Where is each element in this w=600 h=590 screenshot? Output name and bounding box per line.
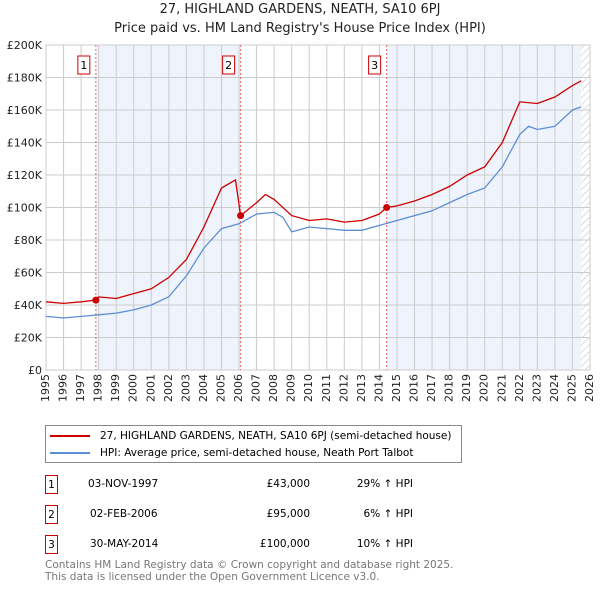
y-tick-label: £0 [28,364,42,377]
y-tick-label: £200K [7,39,43,52]
sale-date: 03-NOV-1997 [88,478,159,490]
sale-date: 30-MAY-2014 [90,538,159,550]
sale-marker: 3 [45,535,58,554]
x-tick-label: 2025 [565,374,578,402]
x-tick-label: 2011 [320,374,333,402]
legend-blue-line [50,452,90,454]
x-tick-label: 1996 [57,374,70,402]
y-tick-label: £60K [14,267,43,280]
sale-date: 02-FEB-2006 [90,508,158,520]
x-tick-label: 2001 [144,374,157,402]
sale-hpi: 29% ↑ HPI [356,478,413,490]
x-tick-label: 2000 [127,374,140,402]
hpi-line [45,106,582,319]
price-paid-line [45,80,582,305]
y-tick-label: £180K [7,72,43,85]
x-tick-label: 2006 [232,374,245,402]
legend-red-line [50,435,90,437]
y-tick-label: £160K [7,104,43,117]
x-tick-label: 2005 [214,374,227,402]
x-tick-label: 2015 [390,374,403,402]
y-tick-label: £120K [7,169,43,182]
y-tick-label: £20K [14,332,43,345]
x-tick-label: 2003 [179,374,192,402]
x-tick-label: 2002 [162,374,175,402]
x-tick-label: 1998 [92,374,105,402]
y-tick-label: £40K [14,299,43,312]
sale-label: 3 [371,59,378,72]
sale-point [92,296,100,304]
sale-price: £43,000 [266,478,310,490]
x-tick-label: 2019 [460,374,473,402]
sale-label-box [222,55,236,75]
sale-point [237,212,245,220]
x-tick-label: 2007 [250,374,263,402]
x-tick-label: 2013 [355,374,368,402]
x-tick-label: 1997 [74,374,87,402]
sale-label-box [368,55,382,75]
sale-marker: 1 [45,475,58,494]
y-tick-label: £80K [14,234,43,247]
footer-line: This data is licensed under the Open Gov… [45,571,380,583]
x-tick-label: 2016 [408,374,421,402]
x-tick-label: 2017 [425,374,438,402]
plot-border [45,44,591,371]
x-tick-label: 2026 [583,374,596,402]
sale-point [383,204,391,211]
x-tick-label: 2009 [285,374,298,402]
sale-hpi: 10% ↑ HPI [356,538,413,550]
x-tick-label: 2023 [530,374,543,402]
x-tick-label: 2012 [337,374,350,402]
sale-price: £100,000 [259,538,310,550]
footer-line: Contains HM Land Registry data © Crown c… [45,559,454,571]
y-tick-label: £100K [7,202,43,215]
footer: Contains HM Land Registry data © Crown c… [45,559,453,583]
sale-label-box [77,55,91,75]
x-tick-label: 2010 [302,374,315,402]
chart-subtitle: Price paid vs. HM Land Registry's House … [114,21,486,36]
chart: 1 2 3 1995 1996 1997 1998 1999 2000 2001 2002 2003 2… [7,39,596,402]
sale-label: 1 [80,59,87,72]
x-tick-label: 2024 [548,374,561,402]
x-tick-label: 2004 [197,374,210,402]
x-tick-label: 1995 [39,374,52,402]
x-tick-label: 2018 [443,374,456,402]
x-tick-label: 2021 [495,374,508,402]
chart-title: 27, HIGHLAND GARDENS, NEATH, SA10 6PJ [159,2,441,17]
legend-property: 27, HIGHLAND GARDENS, NEATH, SA10 6PJ (s… [100,430,452,442]
x-tick-label: 1999 [109,374,122,402]
x-tick-label: 2022 [513,374,526,402]
legend-hpi: HPI: Average price, semi-detached house,… [100,447,414,459]
sale-hpi: 6% ↑ HPI [363,508,413,520]
sale-price: £95,000 [266,508,310,520]
legend: 27, HIGHLAND GARDENS, NEATH, SA10 6PJ (s… [45,425,462,463]
x-tick-label: 2020 [478,374,491,402]
sale-marker: 2 [45,505,58,524]
x-tick-label: 2008 [267,374,280,402]
x-tick-label: 2014 [372,374,385,402]
y-tick-label: £140K [7,137,43,150]
sale-label: 2 [225,59,232,72]
